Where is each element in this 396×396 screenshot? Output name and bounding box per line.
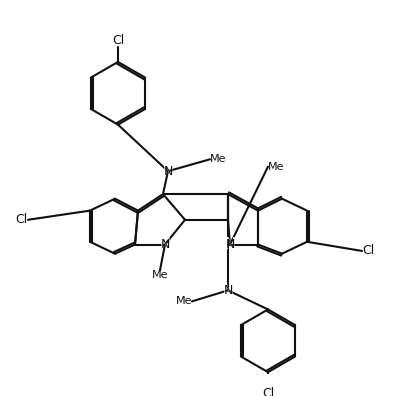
Text: Cl: Cl [112,34,124,47]
Text: Cl: Cl [16,213,28,226]
Text: Me: Me [175,296,192,307]
Text: N: N [225,238,235,251]
Text: Me: Me [268,162,284,171]
Text: Cl: Cl [262,387,274,396]
Text: Me: Me [152,270,168,280]
Text: N: N [163,165,173,178]
Text: N: N [160,238,170,251]
Text: Cl: Cl [362,244,374,257]
Text: N: N [223,283,233,298]
Text: N: N [160,237,170,252]
Text: N: N [163,164,173,179]
Text: Me: Me [210,154,227,164]
Text: N: N [223,284,233,297]
Text: N: N [225,237,236,252]
